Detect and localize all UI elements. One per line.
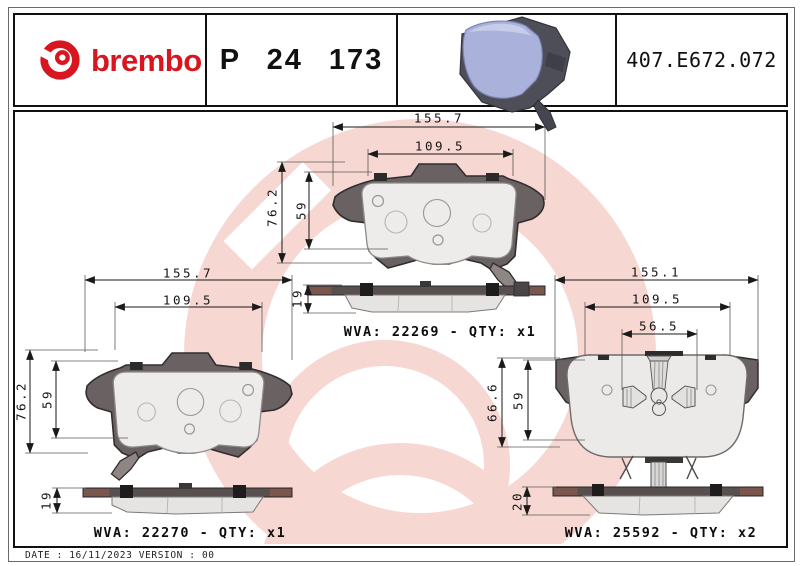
dim-top-thickness: 19 xyxy=(289,287,305,309)
header-cell-part-number: P 24 173 xyxy=(207,15,398,105)
brembo-wordmark: brembo xyxy=(91,43,202,78)
header-cell-brand: brembo xyxy=(15,15,207,105)
brembo-logo-icon xyxy=(37,40,80,80)
dim-top-width-outer: 155.7 xyxy=(413,110,465,126)
dim-br-thickness: 20 xyxy=(509,490,525,512)
dim-bl-width-inner: 109.5 xyxy=(162,292,214,308)
dim-br-width-clip: 56.5 xyxy=(638,318,680,334)
dim-br-height-outer: 66.6 xyxy=(484,381,500,423)
dim-bl-width-outer: 155.7 xyxy=(162,265,214,281)
wva-label-22269: WVA: 22269 - QTY: x1 xyxy=(343,324,537,340)
dim-bl-thickness: 19 xyxy=(38,489,54,511)
wva-label-22270: WVA: 22270 - QTY: x1 xyxy=(93,525,287,541)
dim-top-height-outer: 76.2 xyxy=(264,186,280,228)
header-cell-reference: 407.E672.072 xyxy=(617,15,786,105)
outer-border xyxy=(8,7,795,562)
part-number: P 24 173 xyxy=(219,43,384,76)
reference-code: 407.E672.072 xyxy=(626,48,777,72)
dim-br-height-inner: 59 xyxy=(510,389,526,411)
dim-bl-height-outer: 76.2 xyxy=(13,380,29,422)
wva-label-25592: WVA: 25592 - QTY: x2 xyxy=(564,525,758,541)
date-version-line: DATE : 16/11/2023 VERSION : 00 xyxy=(25,550,215,561)
dim-top-width-inner: 109.5 xyxy=(414,138,466,154)
dim-br-width-inner: 109.5 xyxy=(631,291,683,307)
header: brembo P 24 173 407.E672.072 xyxy=(13,13,788,107)
dim-bl-height-inner: 59 xyxy=(39,388,55,410)
dim-br-width-outer: 155.1 xyxy=(630,264,682,280)
dim-top-height-inner: 59 xyxy=(293,199,309,221)
header-cell-pad-photo xyxy=(398,15,617,105)
